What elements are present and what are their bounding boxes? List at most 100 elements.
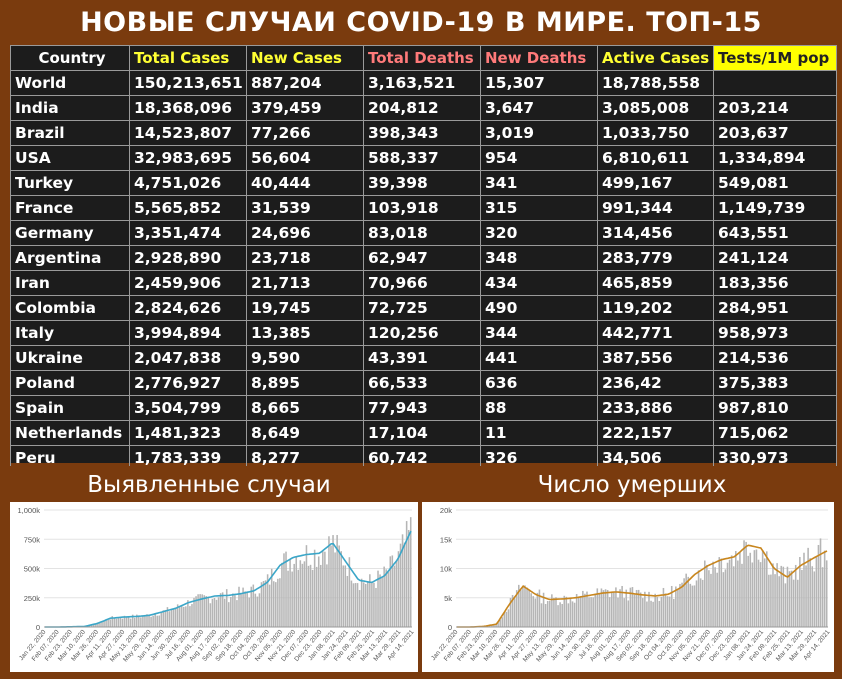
cases-bar [362,582,365,627]
deaths-bar [685,573,687,627]
deaths-bar [817,544,820,627]
deaths-bar [598,593,601,627]
deaths-bar [687,576,690,627]
cell-new-deaths: 636 [480,370,598,396]
cases-bar [334,552,336,627]
cases-bar [401,534,404,627]
cases-bar [324,551,326,627]
deaths-bar [658,600,661,627]
deaths-bar [611,592,613,627]
cell-active-cases: 499,167 [597,170,714,196]
cell-total-deaths: 3,163,521 [363,70,481,96]
deaths-bar [639,592,642,627]
deaths-bar [662,587,665,627]
cases-bar [223,598,226,627]
deaths-bar [627,600,630,627]
cell-country: India [10,95,130,121]
cell-new-deaths: 441 [480,345,598,371]
cell-country: Italy [10,320,130,346]
cases-bar [131,614,134,627]
cases-bar [97,622,99,627]
deaths-bar [559,602,561,627]
deaths-bar [571,601,574,627]
deaths-bar [811,566,814,627]
table-row: Argentina 2,928,890 23,718 62,947 348 283,779… [10,245,837,271]
deaths-bar [629,587,632,627]
table-row: USA 32,983,695 56,604 588,337 954 6,810,611 1,… [10,145,837,171]
cell-country: World [10,70,130,96]
cases-bar [133,617,136,627]
deaths-bar [770,574,772,627]
cases-bar [91,624,93,627]
deaths-y-tick-label: 20k [440,506,452,515]
cases-chart-panel: 0 250k 500k 750k 1,000k Jan 22, 2020 Feb 07, 2… [10,502,418,672]
deaths-bar [522,585,524,627]
deaths-bar [666,596,669,627]
cases-bar [315,566,318,627]
deaths-bar [534,598,537,627]
cell-total-cases: 2,928,890 [129,245,247,271]
cases-bar [326,564,328,627]
cases-bar [138,616,140,627]
cell-new-deaths: 348 [480,245,598,271]
cell-active-cases: 465,859 [597,270,714,296]
deaths-bar [499,619,501,627]
cell-new-cases: 9,590 [246,345,364,371]
deaths-bar [799,557,801,627]
deaths-bar [569,597,572,627]
cases-bar [317,556,320,627]
cases-bar [307,565,310,627]
cases-y-tick-label: 1,000k [17,506,40,515]
deaths-bar [532,596,535,627]
cases-bar [152,615,154,627]
cases-bar [244,591,246,627]
deaths-bar [594,594,597,627]
deaths-bar [807,547,809,627]
deaths-bar [689,583,692,627]
deaths-bar [766,551,768,627]
cases-bar [180,606,183,627]
cases-bar [140,617,142,627]
cases-bar [205,596,208,627]
cases-bar [407,530,410,627]
deaths-bar [691,585,694,627]
cell-country: Turkey [10,170,130,196]
cell-total-cases: 2,459,906 [129,270,247,296]
cell-total-cases: 2,047,838 [129,345,247,371]
cases-bar [309,564,312,627]
deaths-bar [656,596,659,627]
cases-bar [107,619,109,627]
deaths-bar [511,595,514,627]
cases-bar [228,602,230,627]
deaths-bar [617,597,619,627]
cases-bar [125,617,128,627]
cell-tests-per-million: 987,810 [713,395,837,421]
cases-bar [183,606,185,627]
cases-bar [185,606,187,627]
cases-bar [305,545,308,627]
deaths-bar [675,586,677,627]
deaths-bar [540,603,543,627]
deaths-bar [505,611,508,627]
deaths-bar [732,566,735,627]
header-tests-per-million: Tests/1M pop [713,45,837,71]
cell-new-deaths: 434 [480,270,598,296]
cell-country: Poland [10,370,130,396]
deaths-bar [784,583,787,627]
deaths-bar [792,579,795,627]
deaths-bar [549,600,551,627]
cell-new-deaths: 320 [480,220,598,246]
cell-new-cases: 379,459 [246,95,364,121]
cases-bar [105,619,107,627]
cases-bar [383,566,385,627]
deaths-bar [714,567,716,627]
cell-tests-per-million: 958,973 [713,320,837,346]
cases-bar [150,616,152,627]
deaths-bar [819,538,822,627]
cell-new-deaths: 315 [480,195,598,221]
cases-bar [377,570,379,627]
deaths-y-tick-label: 10k [440,565,452,574]
covid-table: Country Total Cases New Cases Total Deat… [10,45,837,471]
deaths-bar [489,625,491,627]
